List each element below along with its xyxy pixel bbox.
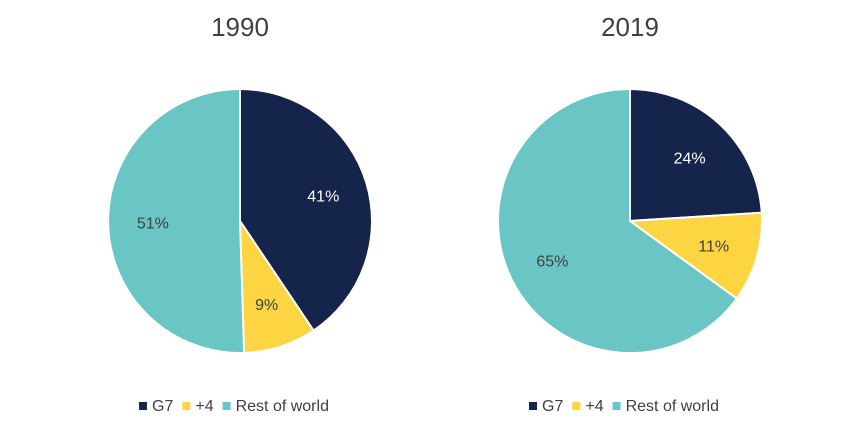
pie-slice-4	[629, 211, 763, 300]
chart-title: 1990	[211, 12, 269, 42]
legend-label-rest-of-world: Rest of world	[626, 398, 719, 415]
slice-label-g7: 24%	[674, 151, 706, 168]
pie-slice-rest-of-world	[107, 88, 246, 354]
pie-slices	[107, 88, 373, 354]
legend-swatch-g7	[529, 402, 537, 410]
legend-swatch-rest-of-world	[222, 402, 231, 410]
legend-label-rest-of-world: Rest of world	[236, 398, 329, 415]
pie-slice-g7	[629, 88, 763, 222]
legend-label-4: +4	[585, 398, 603, 415]
slice-label-4: 11%	[698, 238, 729, 255]
slice-label-rest-of-world: 51%	[137, 215, 169, 232]
legend: G7 +4 Rest of world	[529, 398, 719, 415]
slice-labels: 24% 11% 65%	[536, 151, 729, 271]
pie-chart-1990: 1990 41% 9% 51% G7 +4 Rest of world	[107, 12, 373, 415]
pie-slice-rest-of-world	[497, 88, 738, 354]
slice-label-g7: 41%	[307, 189, 339, 206]
legend-swatch-rest-of-world	[612, 402, 621, 410]
chart-title: 2019	[601, 12, 659, 42]
legend-label-4: +4	[195, 398, 213, 415]
legend-swatch-4	[182, 402, 191, 410]
legend-label-g7: G7	[152, 398, 173, 415]
pie-slices	[497, 88, 763, 354]
legend: G7 +4 Rest of world	[139, 398, 329, 415]
pie-slice-g7	[239, 88, 373, 332]
legend-swatch-4	[572, 402, 581, 410]
legend-label-g7: G7	[542, 398, 563, 415]
slice-label-rest-of-world: 65%	[536, 254, 568, 271]
slice-labels: 41% 9% 51%	[137, 189, 339, 314]
legend-swatch-g7	[139, 402, 147, 410]
pie-chart-2019: 2019 24% 11% 65% G7 +4 Rest of world	[497, 12, 763, 415]
slice-label-4: 9%	[255, 297, 278, 314]
